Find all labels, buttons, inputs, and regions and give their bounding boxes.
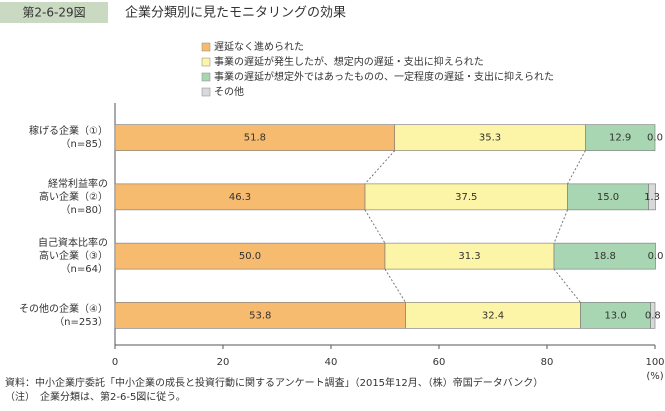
value-label: 13.0	[604, 310, 626, 321]
value-label: 37.5	[455, 192, 477, 203]
bar-segment	[405, 302, 581, 329]
y-tick-label: 稼げる企業（①）	[29, 124, 108, 137]
legend-swatch	[201, 87, 211, 97]
value-label: 1.3	[644, 192, 660, 203]
x-tick-label: 60	[433, 357, 446, 368]
note: （注） 企業分類は、第2-6-5図に従う。	[5, 390, 186, 403]
badge-bg	[0, 2, 108, 23]
x-tick-label: 40	[325, 357, 338, 368]
value-label: 31.3	[458, 251, 480, 262]
x-tick-label: 80	[541, 357, 554, 368]
y-tick-label: 高い企業（③）	[39, 249, 108, 262]
badge: 第2-6-29図	[22, 6, 85, 20]
y-tick-label: （n=64）	[61, 263, 108, 275]
y-tick-label: 経常利益率の	[48, 177, 108, 190]
bar-segment	[553, 242, 656, 270]
value-label: 0.8	[645, 310, 661, 321]
y-tick-label: その他の企業（④）	[19, 302, 108, 315]
value-label: 0.0	[647, 133, 663, 144]
value-label: 53.8	[249, 310, 271, 321]
value-label: 32.4	[482, 310, 504, 321]
y-tick-label: 自己資本比率の	[38, 236, 108, 249]
chart-title: 企業分類別に見たモニタリングの効果	[125, 5, 346, 21]
legend-swatch	[201, 42, 211, 52]
legend-swatch	[201, 57, 211, 67]
legend-label: 遅延なく進められた	[214, 41, 304, 53]
value-label: 18.8	[594, 251, 616, 262]
connector	[364, 209, 386, 244]
bar-segment	[585, 124, 656, 151]
value-label: 35.3	[479, 133, 501, 144]
x-tick-label: 20	[217, 357, 230, 368]
bar-segment	[580, 302, 651, 329]
connector	[567, 150, 586, 185]
note: 資料：中小企業庁委託「中小企業の成長と投資行動に関するアンケート調査」（2015…	[5, 376, 543, 389]
bar-segment	[650, 302, 656, 329]
connector	[553, 209, 568, 244]
x-tick-label: 100	[645, 357, 664, 368]
y-tick-label: （n=253）	[54, 316, 108, 328]
value-label: 15.0	[597, 192, 619, 203]
legend-label: 事業の遅延が発生したが、想定内の遅延・支出に抑えられた	[214, 55, 484, 68]
bar-segment	[114, 124, 396, 151]
bar-segment	[648, 183, 656, 211]
value-label: 50.0	[239, 251, 261, 262]
y-tick-label: （n=85）	[61, 138, 108, 150]
y-tick-label: （n=80）	[61, 204, 108, 216]
connector	[553, 268, 581, 303]
bar-segment	[114, 183, 366, 211]
value-label: 51.8	[244, 133, 266, 144]
legend-swatch	[201, 72, 211, 82]
connector	[384, 268, 406, 303]
x-tick-label: 0	[112, 357, 118, 368]
bar-segment	[384, 242, 555, 270]
bar-segment	[114, 302, 406, 329]
value-label: 46.3	[229, 192, 251, 203]
connector	[364, 150, 396, 185]
y-tick-label: 高い企業（②）	[39, 190, 108, 203]
value-label: 0.0	[648, 251, 664, 262]
value-label: 12.9	[609, 133, 631, 144]
legend-label: 事業の遅延が想定外ではあったものの、一定程度の遅延・支出に抑えられた	[214, 70, 554, 83]
legend-label: その他	[214, 85, 244, 98]
x-axis-label: (%)	[646, 371, 663, 382]
